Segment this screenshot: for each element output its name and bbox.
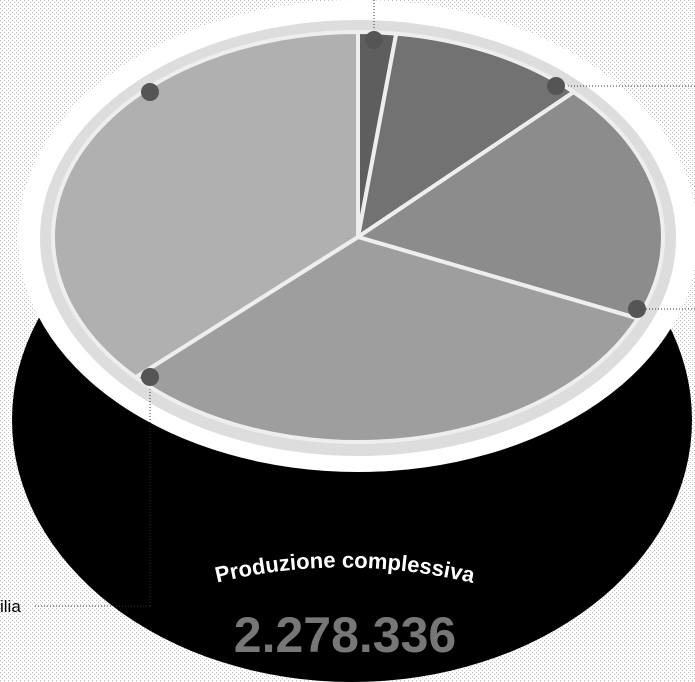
markers	[141, 31, 646, 386]
pie-slice	[51, 30, 360, 380]
total: 2.278.336	[234, 607, 456, 663]
pie	[51, 30, 665, 444]
pie-slice	[356, 90, 665, 321]
annotation: ilia	[0, 597, 21, 616]
pie-slice	[133, 235, 640, 444]
